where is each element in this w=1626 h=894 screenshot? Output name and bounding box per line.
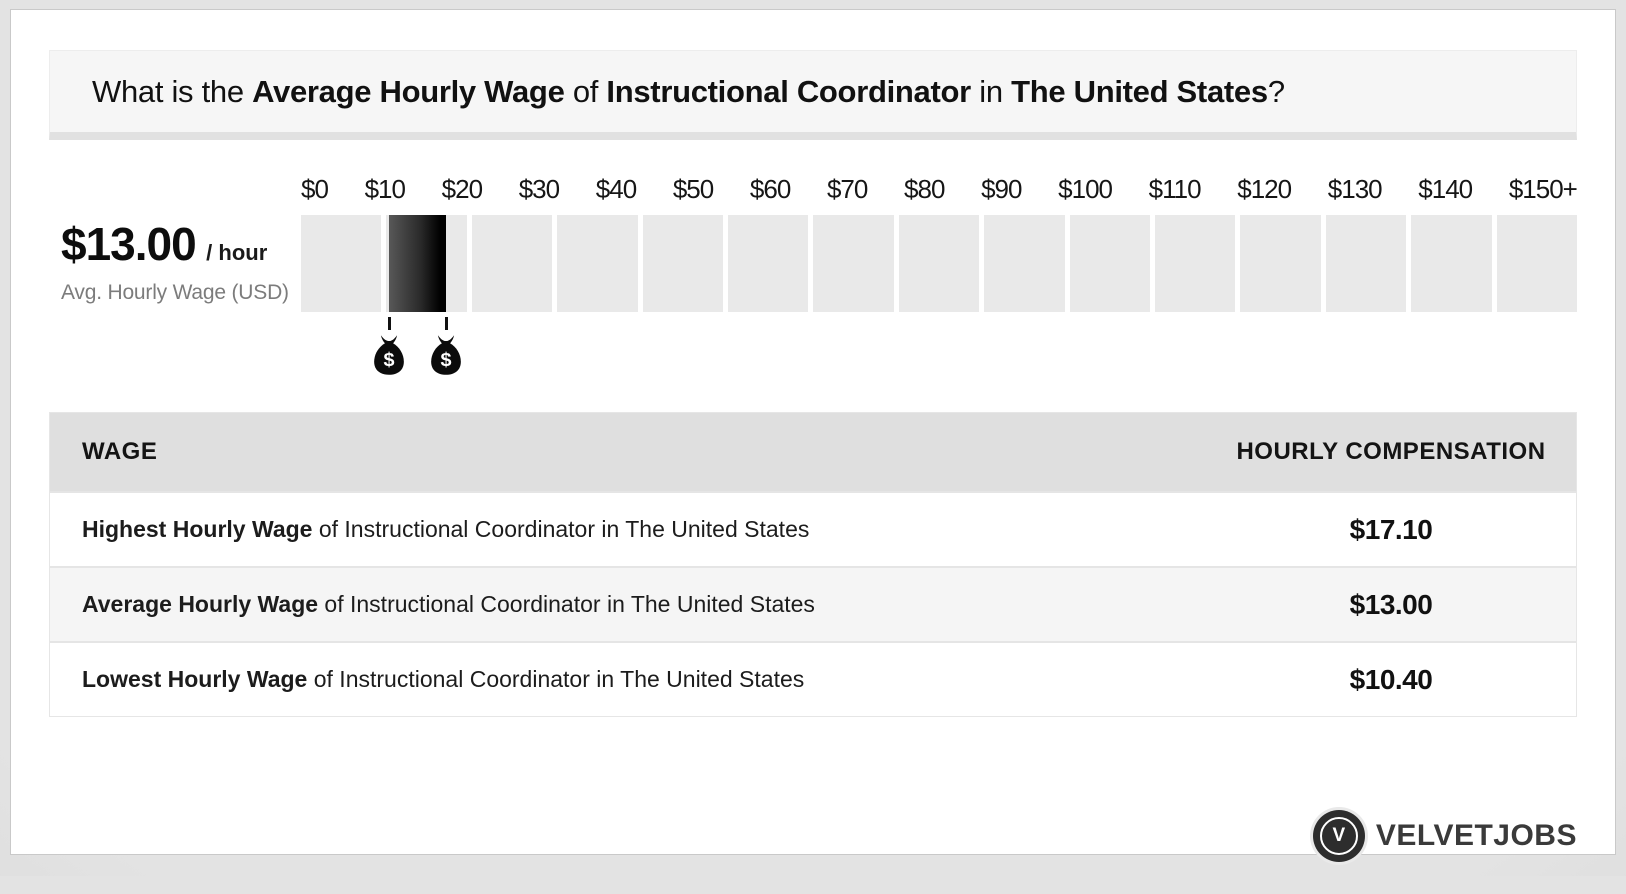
logo-letter: V [1332, 825, 1346, 846]
scale-segment [471, 215, 553, 312]
card-content: What is the Average Hourly Wage of Instr… [11, 50, 1615, 894]
scale-segment [1411, 215, 1492, 312]
scale-segment [557, 215, 638, 312]
axis-tick-label: $140 [1418, 174, 1473, 204]
average-wage-summary: $13.00 / hour Avg. Hourly Wage (USD) [49, 175, 301, 312]
infographic-card: What is the Average Hourly Wage of Instr… [10, 9, 1616, 862]
wage-table-row-0: Highest Hourly Wage of Instructional Coo… [50, 491, 1576, 566]
average-wage-per-label: / hour [206, 240, 268, 265]
marker-low: $ [371, 317, 407, 377]
axis-tick-label: $110 [1148, 174, 1202, 204]
scale-segment [642, 215, 724, 312]
axis-tick-label: $40 [595, 174, 637, 204]
scale-segment [1240, 215, 1321, 312]
axis-tick-label: $120 [1237, 174, 1292, 204]
money-bag-icon: $ [431, 335, 462, 375]
scale-segment [898, 215, 980, 312]
scale-segment [301, 215, 382, 312]
wage-scale: $0 $10 $20 $30 $40 $50 $60 $70 $80 $90 $100 $110 $12… [301, 174, 1578, 375]
axis-tick-label: $100 [1058, 174, 1113, 204]
wage-row-value: $10.40 [1349, 663, 1433, 695]
wage-table-row-1: Average Hourly Wage of Instructional Coo… [50, 566, 1576, 641]
dollar-sign: $ [441, 349, 452, 371]
scale-segment [1155, 215, 1236, 312]
title-box: What is the Average Hourly Wage of Instr… [49, 50, 1577, 140]
wage-row-label: Average Hourly Wage of Instructional Coo… [82, 591, 815, 617]
wage-table: WAGE HOURLY COMPENSATION Highest Hourly … [49, 412, 1577, 717]
axis-tick-label: $30 [518, 174, 560, 204]
scale-segment [813, 215, 894, 312]
column-header-wage: WAGE [82, 438, 158, 465]
marker-high: $ [428, 317, 464, 377]
wage-table-body: Highest Hourly Wage of Instructional Coo… [50, 491, 1576, 716]
money-bag-icon: $ [374, 335, 405, 375]
scale-segment [984, 215, 1065, 312]
scale-segment [1496, 215, 1578, 312]
wage-row-label: Lowest Hourly Wage of Instructional Coor… [82, 666, 805, 692]
scale-segment [1069, 215, 1151, 312]
axis-tick-label: $20 [441, 174, 483, 204]
axis-tick-label: $150+ [1508, 174, 1578, 204]
axis-tick-label: $70 [826, 174, 868, 204]
axis-tick-label: $10 [364, 174, 406, 204]
average-wage-caption: Avg. Hourly Wage (USD) [61, 281, 289, 304]
marker-dash-icon [387, 317, 391, 330]
axis-tick-label: $50 [672, 174, 714, 204]
page-title: What is the Average Hourly Wage of Instr… [92, 73, 1285, 109]
wage-range-bar [389, 215, 447, 312]
wage-row-label: Highest Hourly Wage of Instructional Coo… [82, 516, 810, 542]
wage-row-value: $17.10 [1349, 513, 1433, 545]
axis-tick-row: $0 $10 $20 $30 $40 $50 $60 $70 $80 $90 $100 $110 $12… [301, 174, 1578, 205]
logo-circle-icon: V [1312, 810, 1365, 862]
scale-track: $ $ [301, 215, 1578, 375]
axis-tick-label: $60 [749, 174, 791, 204]
column-header-hourly-compensation: HOURLY COMPENSATION [1236, 438, 1546, 465]
wage-row-value: $13.00 [1349, 588, 1433, 620]
dollar-sign: $ [384, 349, 395, 371]
average-wage-amount: $13.00 [61, 218, 197, 270]
axis-tick-label: $80 [904, 174, 945, 204]
scale-segment [728, 215, 809, 312]
scale-segment [1325, 215, 1407, 312]
axis-tick-label: $130 [1327, 174, 1383, 204]
marker-dash-icon [444, 317, 448, 330]
wage-table-row-2: Lowest Hourly Wage of Instructional Coor… [50, 641, 1576, 716]
velvetjobs-logo[interactable]: V VELVETJOBS [1312, 810, 1577, 862]
axis-tick-label: $90 [981, 174, 1022, 204]
brand-name: VELVETJOBS [1375, 819, 1577, 852]
axis-tick-label: $0 [301, 174, 329, 204]
wage-table-header: WAGE HOURLY COMPENSATION [50, 413, 1576, 491]
wage-chart: $13.00 / hour Avg. Hourly Wage (USD) $0 $… [49, 174, 1578, 375]
